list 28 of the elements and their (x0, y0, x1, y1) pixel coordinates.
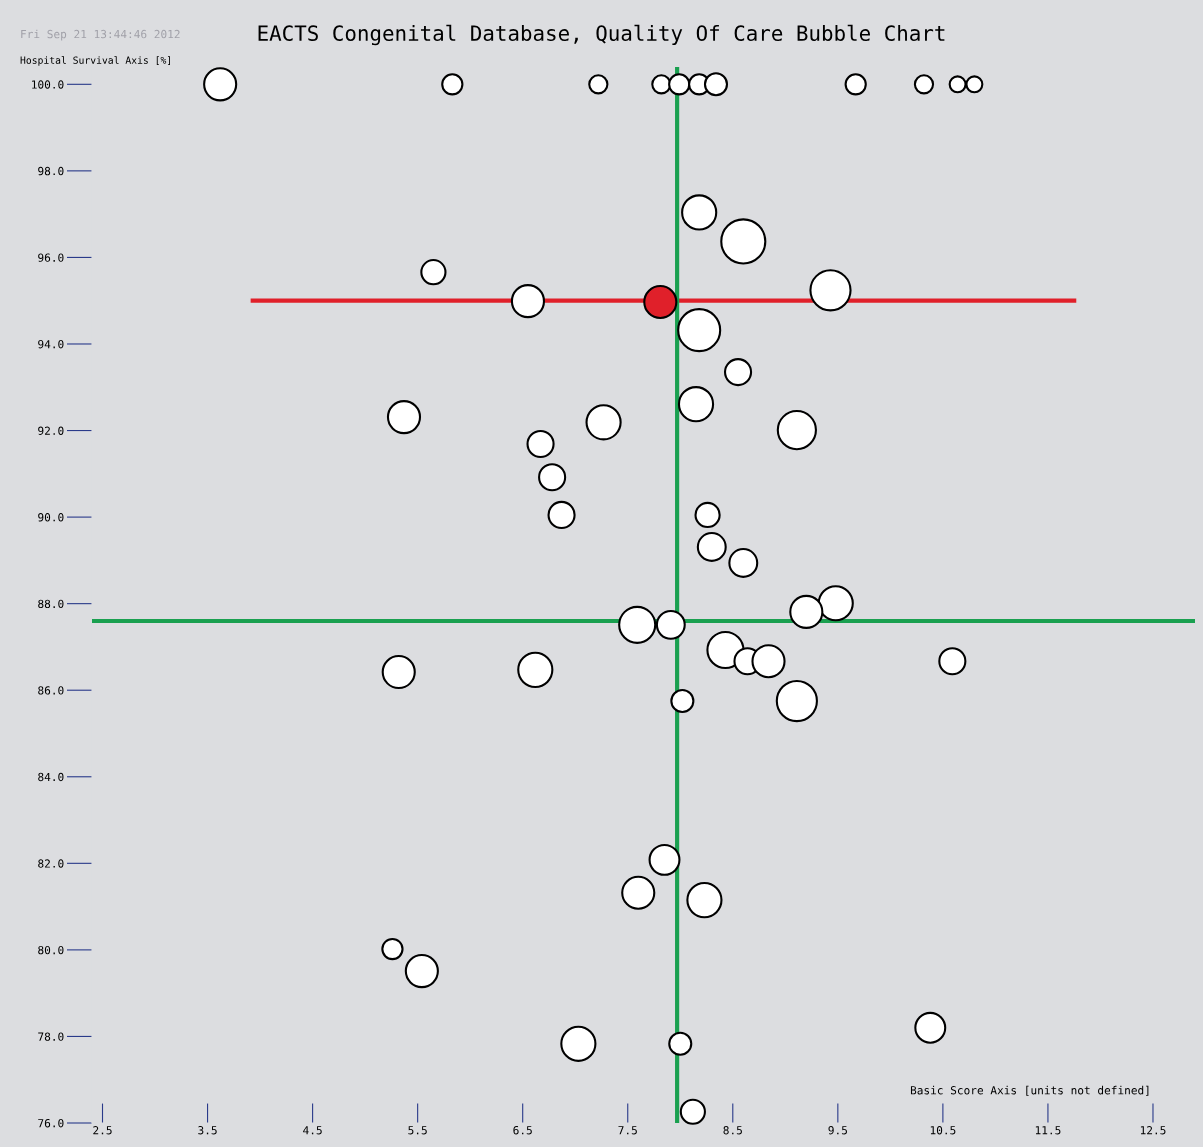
x-tick-label: 11.5 (1035, 1126, 1061, 1135)
y-tick-label: 92.0 (38, 426, 64, 435)
y-tick-label: 80.0 (38, 945, 64, 955)
x-tick-label: 12.5 (1140, 1126, 1166, 1135)
y-tick-label: 86.0 (38, 686, 64, 695)
y-tick-label: 96.0 (38, 253, 64, 262)
x-tick-label: 3.5 (198, 1126, 217, 1135)
y-tick-label: 84.0 (38, 772, 64, 782)
y-tick-label: 82.0 (38, 859, 64, 868)
text: Fri Sep 21 13:44:46 2012 (21, 29, 180, 41)
x-axis-title: Basic Score Axis [units not defined] (910, 1085, 1149, 1096)
x-tick-label: 5.5 (408, 1126, 427, 1135)
x-tick-label: 9.5 (828, 1126, 847, 1135)
chart-title: EACTS Congenital Database, Quality Of Care Bubble Chart (258, 24, 945, 46)
x-tick-label: 10.5 (930, 1126, 956, 1135)
x-tick-label: 6.5 (513, 1126, 532, 1135)
y-axis-title: Hospital Survival Axis [%] (20, 56, 170, 66)
x-tick-label: 2.5 (93, 1126, 112, 1135)
y-tick-label: 78.0 (38, 1032, 64, 1041)
y-tick-label: 100.0 (32, 80, 64, 89)
y-tick-label: 94.0 (38, 339, 64, 349)
y-tick-label: 90.0 (38, 513, 64, 522)
y-tick-label: 76.0 (38, 1119, 64, 1128)
x-tick-label: 4.5 (303, 1126, 322, 1135)
x-tick-label: 8.5 (723, 1126, 742, 1135)
y-tick-label: 88.0 (38, 599, 64, 609)
y-tick-label: 98.0 (38, 166, 64, 176)
x-tick-label: 7.5 (618, 1126, 637, 1135)
